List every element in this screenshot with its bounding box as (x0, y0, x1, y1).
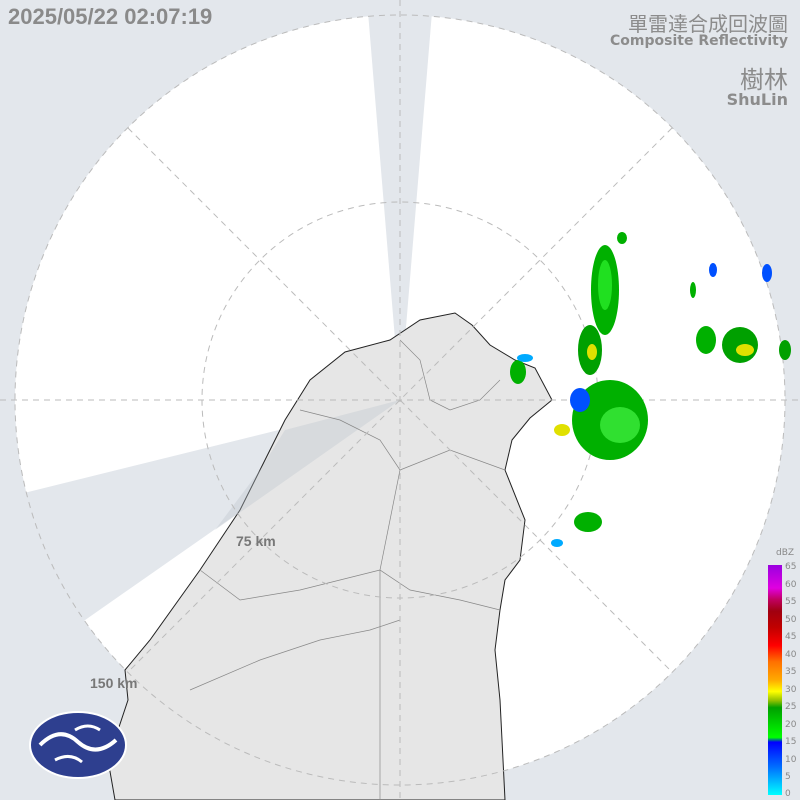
legend-tick: 10 (785, 755, 797, 765)
legend-tick: 15 (785, 737, 797, 747)
range-label-150: 150 km (90, 675, 138, 691)
legend-tick: 45 (785, 632, 797, 642)
range-label-75: 75 km (236, 533, 276, 549)
land-taiwan (107, 312, 553, 800)
product-title-zh: 單雷達合成回波圖 (628, 12, 788, 36)
cwa-logo (29, 711, 127, 779)
legend-colorbar (768, 565, 782, 795)
legend-tick: 30 (785, 685, 797, 695)
legend-tick: 65 (785, 562, 797, 572)
legend-tick: 40 (785, 650, 797, 660)
station-name-en: ShuLin (726, 90, 788, 109)
blocked-sector-over-land (215, 400, 400, 530)
county-borders (189, 339, 506, 800)
legend-tick: 25 (785, 702, 797, 712)
legend-unit: dBZ (776, 548, 795, 558)
radar-echoes (510, 232, 791, 547)
legend-tick: 20 (785, 720, 797, 730)
legend-tick: 5 (785, 772, 791, 782)
legend-tick: 50 (785, 615, 797, 625)
legend-tick: 55 (785, 597, 797, 607)
timestamp: 2025/05/22 02:07:19 (8, 4, 213, 29)
legend-tick: 0 (785, 789, 791, 799)
product-title-en: Composite Reflectivity (610, 33, 788, 49)
station-name-zh: 樹林 (740, 66, 788, 94)
dbz-legend: dBZ 65 60 55 50 45 40 35 30 25 20 15 10 … (768, 548, 800, 799)
legend-tick: 60 (785, 580, 797, 590)
legend-tick: 35 (785, 667, 797, 677)
